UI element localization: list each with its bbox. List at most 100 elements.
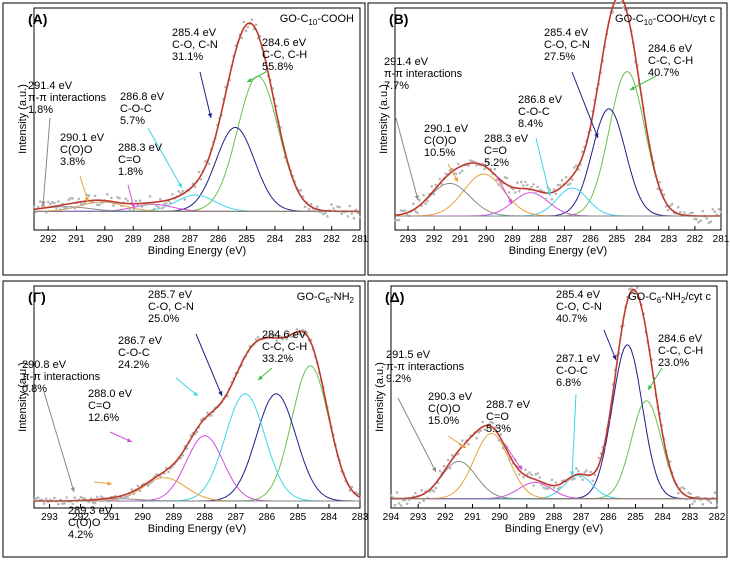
raw-data-point bbox=[401, 498, 405, 502]
x-tick-label: 293 bbox=[400, 234, 417, 245]
raw-data-point bbox=[246, 25, 250, 29]
raw-data-point bbox=[485, 160, 489, 163]
raw-data-point bbox=[499, 433, 503, 436]
raw-data-point bbox=[167, 470, 170, 474]
raw-data-point bbox=[670, 202, 674, 206]
raw-data-point bbox=[701, 209, 704, 213]
raw-data-point bbox=[32, 498, 36, 501]
raw-data-point bbox=[636, 286, 639, 290]
raw-data-point bbox=[179, 456, 182, 460]
raw-data-point bbox=[475, 436, 478, 440]
raw-data-point bbox=[715, 503, 719, 507]
raw-data-point bbox=[126, 199, 129, 203]
x-tick-label: 292 bbox=[72, 512, 89, 523]
raw-data-point bbox=[138, 489, 142, 493]
raw-data-point bbox=[538, 476, 541, 479]
raw-data-point bbox=[503, 176, 507, 179]
peak-annotation: 287.1 eV C-O-C 6.8% bbox=[556, 353, 601, 389]
raw-data-point bbox=[530, 185, 533, 189]
annotation-arrowhead bbox=[127, 438, 132, 443]
envelope-curve bbox=[33, 22, 360, 213]
raw-data-point bbox=[138, 199, 142, 202]
peak-annotation: 291.4 eV π-π interactions 1.8% bbox=[28, 80, 107, 116]
x-axis-label: Binding Energy (eV) bbox=[509, 245, 607, 257]
raw-data-point bbox=[530, 473, 533, 477]
y-axis-label: Intensity (a.u.) bbox=[17, 362, 29, 432]
raw-data-point bbox=[475, 164, 478, 167]
raw-data-point bbox=[303, 205, 307, 209]
x-tick-label: 291 bbox=[452, 234, 469, 245]
raw-data-point bbox=[297, 332, 301, 335]
raw-data-point bbox=[591, 479, 594, 483]
peak-annotation: 286.8 eV C-O-C 5.7% bbox=[120, 91, 165, 127]
raw-data-point bbox=[395, 491, 399, 494]
annotation-arrowhead bbox=[507, 199, 512, 204]
raw-data-point bbox=[324, 211, 327, 215]
raw-data-point bbox=[358, 215, 362, 219]
annotation-arrowhead bbox=[546, 191, 552, 196]
raw-data-point bbox=[106, 193, 109, 196]
x-axis-label: Binding Energy (eV) bbox=[148, 245, 246, 257]
x-tick-label: 289 bbox=[125, 234, 142, 245]
raw-data-point bbox=[240, 36, 244, 40]
raw-data-point bbox=[436, 187, 440, 190]
raw-data-point bbox=[438, 469, 442, 473]
raw-data-point bbox=[709, 220, 713, 223]
chart-title: GO-C6-NH2 bbox=[297, 291, 355, 305]
raw-data-point bbox=[59, 208, 62, 211]
raw-data-point bbox=[87, 500, 91, 504]
raw-data-point bbox=[416, 211, 419, 215]
raw-data-point bbox=[689, 211, 692, 215]
raw-data-point bbox=[140, 205, 144, 209]
raw-data-point bbox=[250, 18, 254, 22]
raw-data-point bbox=[518, 473, 521, 476]
x-tick-label: 291 bbox=[464, 512, 481, 523]
chart-panel-3: 293 292 291 290 289 288 287 286 285 284 283 Binding… bbox=[2, 280, 369, 558]
raw-data-point bbox=[414, 209, 417, 213]
raw-data-point bbox=[446, 458, 450, 462]
raw-data-point bbox=[717, 208, 721, 211]
raw-data-point bbox=[63, 502, 66, 505]
raw-data-point bbox=[356, 211, 360, 215]
raw-data-point bbox=[199, 178, 203, 181]
raw-data-point bbox=[418, 501, 421, 505]
raw-data-point bbox=[450, 454, 454, 457]
raw-data-point bbox=[210, 414, 213, 417]
annotation-arrowhead bbox=[414, 195, 419, 200]
chart-title: GO-C10-COOH/cyt c bbox=[615, 13, 715, 27]
raw-data-point bbox=[575, 467, 578, 470]
peak-annotation: 284.6 eV C-C, C-H 55.8% bbox=[262, 37, 307, 73]
raw-data-point bbox=[699, 219, 702, 222]
raw-data-point bbox=[520, 180, 523, 184]
raw-data-point bbox=[497, 438, 501, 442]
raw-data-point bbox=[507, 458, 511, 462]
raw-data-point bbox=[330, 203, 333, 206]
plot-area bbox=[33, 285, 361, 509]
raw-data-point bbox=[205, 411, 209, 415]
raw-data-point bbox=[81, 497, 85, 500]
raw-data-point bbox=[632, 290, 635, 293]
annotation-arrow bbox=[175, 377, 199, 397]
annotation-arrowhead bbox=[612, 355, 617, 360]
raw-data-point bbox=[511, 187, 515, 191]
panel-label: (A) bbox=[28, 11, 47, 27]
raw-data-point bbox=[556, 487, 560, 491]
raw-data-point bbox=[150, 480, 154, 484]
annotation-arrow bbox=[603, 329, 617, 361]
raw-data-point bbox=[336, 205, 339, 208]
raw-data-point bbox=[573, 477, 576, 480]
raw-data-point bbox=[469, 159, 472, 162]
raw-data-point bbox=[350, 485, 354, 489]
annotation-arrowhead bbox=[517, 465, 522, 470]
x-tick-label: 290 bbox=[134, 512, 151, 523]
raw-data-point bbox=[440, 182, 444, 186]
x-tick-label: 284 bbox=[267, 234, 284, 245]
raw-data-point bbox=[481, 420, 485, 424]
annotation-arrow bbox=[395, 117, 419, 201]
raw-data-point bbox=[534, 472, 537, 476]
x-tick-label: 286 bbox=[259, 512, 276, 523]
annotation-arrowhead bbox=[193, 391, 198, 396]
x-tick-label: 287 bbox=[573, 512, 590, 523]
peak-annotation: 291.5 eV π-π interactions 9.2% bbox=[386, 349, 465, 385]
raw-data-point bbox=[628, 288, 631, 291]
